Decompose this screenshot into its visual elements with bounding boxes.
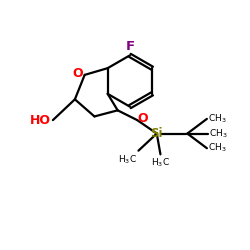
Text: HO: HO	[30, 114, 50, 126]
Text: H$_3$C: H$_3$C	[118, 153, 137, 166]
Text: O: O	[138, 112, 148, 125]
Text: Si: Si	[150, 127, 163, 140]
Text: CH$_3$: CH$_3$	[209, 127, 228, 140]
Text: CH$_3$: CH$_3$	[208, 113, 227, 125]
Text: F: F	[125, 40, 134, 53]
Text: O: O	[72, 67, 83, 80]
Text: CH$_3$: CH$_3$	[208, 142, 227, 154]
Text: H$_3$C: H$_3$C	[152, 157, 171, 169]
